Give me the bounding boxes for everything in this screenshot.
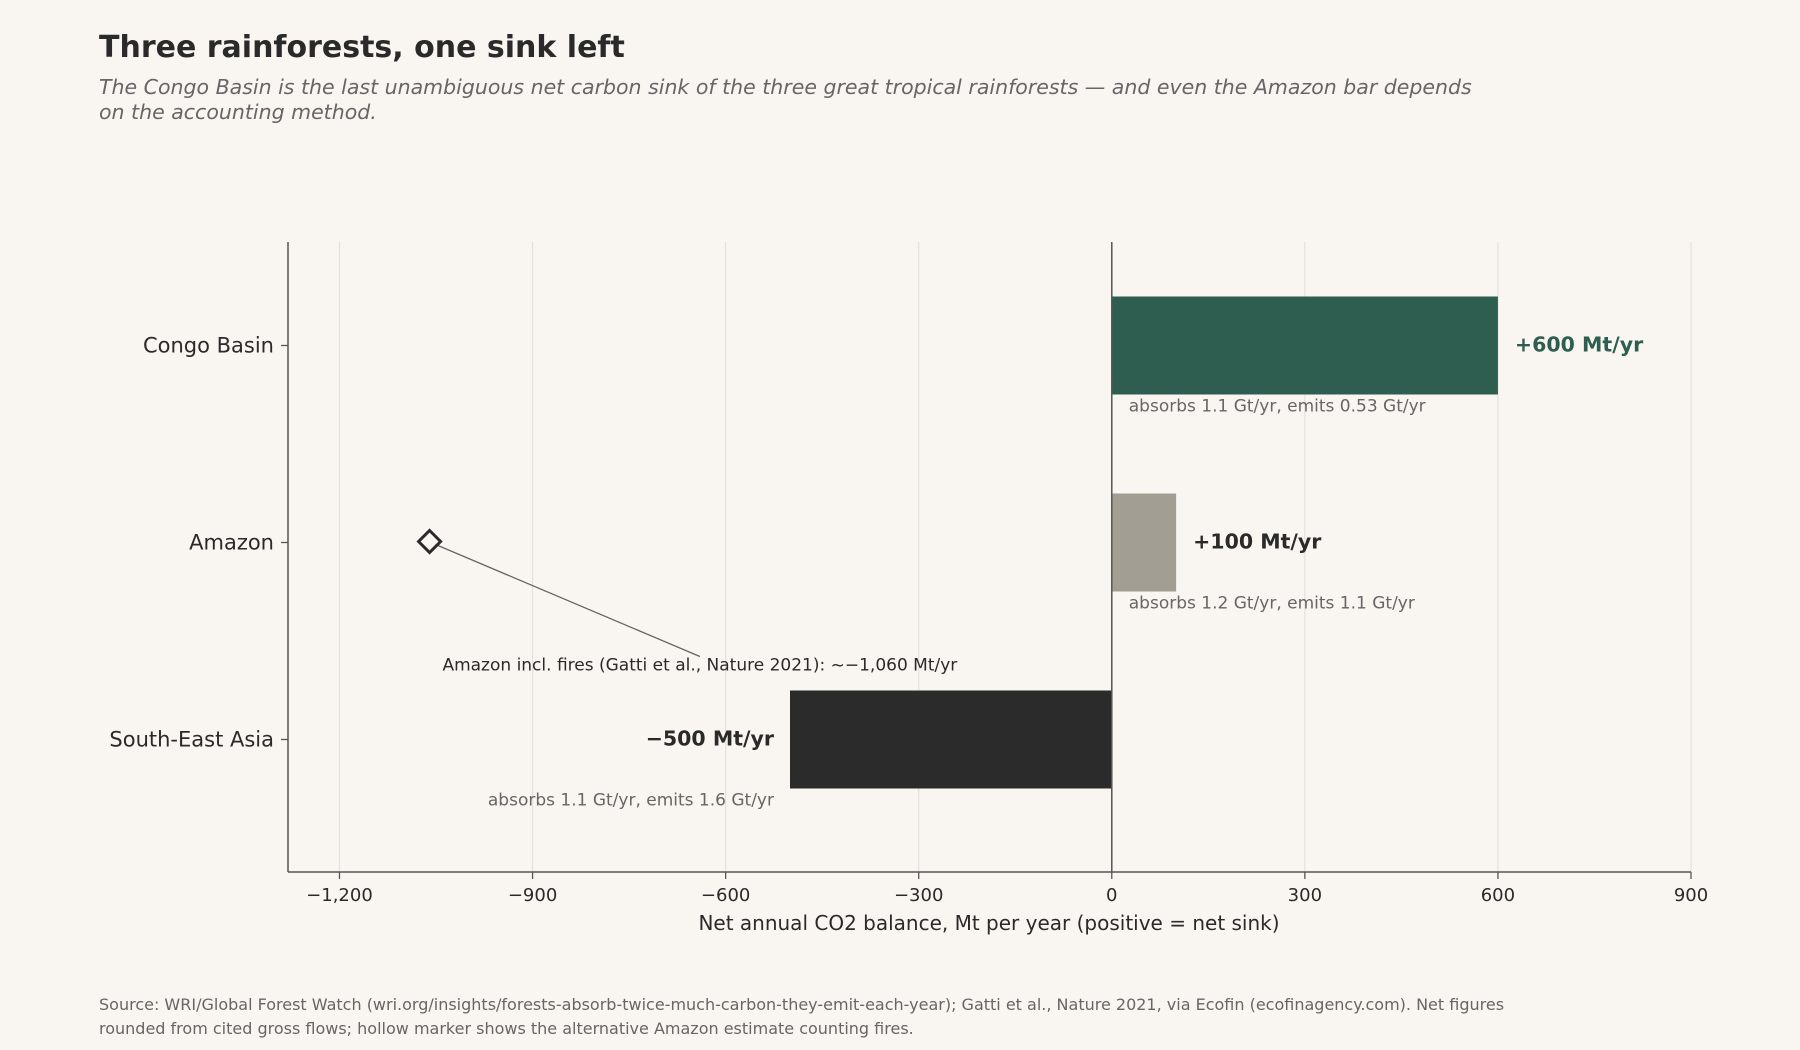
x-tick-label: −900	[508, 885, 557, 906]
y-category-label: Amazon	[189, 531, 274, 555]
chart-subtitle: The Congo Basin is the last unambiguous …	[99, 75, 1472, 124]
value-label: +600 Mt/yr	[1515, 333, 1644, 357]
source-note: Source: WRI/Global Forest Watch (wri.org…	[99, 995, 1505, 1038]
bar-amazon	[1111, 493, 1177, 592]
gross-flow-note: absorbs 1.1 Gt/yr, emits 1.6 Gt/yr	[488, 791, 774, 811]
annotation-leader-line	[435, 543, 701, 658]
bar-south-east-asia	[789, 690, 1112, 789]
x-tick-label: 900	[1674, 885, 1708, 906]
value-label: −500 Mt/yr	[646, 727, 775, 751]
gross-flow-note: absorbs 1.1 Gt/yr, emits 0.53 Gt/yr	[1129, 397, 1426, 417]
alt-estimate-diamond-marker	[416, 528, 443, 555]
gross-flow-note: absorbs 1.2 Gt/yr, emits 1.1 Gt/yr	[1129, 594, 1415, 614]
alt-estimate-annotation: Amazon incl. fires (Gatti et al., Nature…	[442, 656, 957, 676]
chart-title: Three rainforests, one sink left	[99, 30, 625, 65]
x-tick-label: −300	[894, 885, 943, 906]
x-tick-label: 600	[1481, 885, 1515, 906]
value-label: +100 Mt/yr	[1193, 530, 1322, 554]
x-tick-label: −1,200	[306, 885, 373, 906]
x-axis-title: Net annual CO2 balance, Mt per year (pos…	[698, 911, 1279, 935]
y-category-label: Congo Basin	[143, 334, 274, 358]
x-tick-label: −600	[701, 885, 750, 906]
x-tick-label: 300	[1288, 885, 1322, 906]
bar-congo-basin	[1111, 296, 1498, 395]
y-category-label: South-East Asia	[109, 728, 274, 752]
x-tick-label: 0	[1106, 885, 1117, 906]
